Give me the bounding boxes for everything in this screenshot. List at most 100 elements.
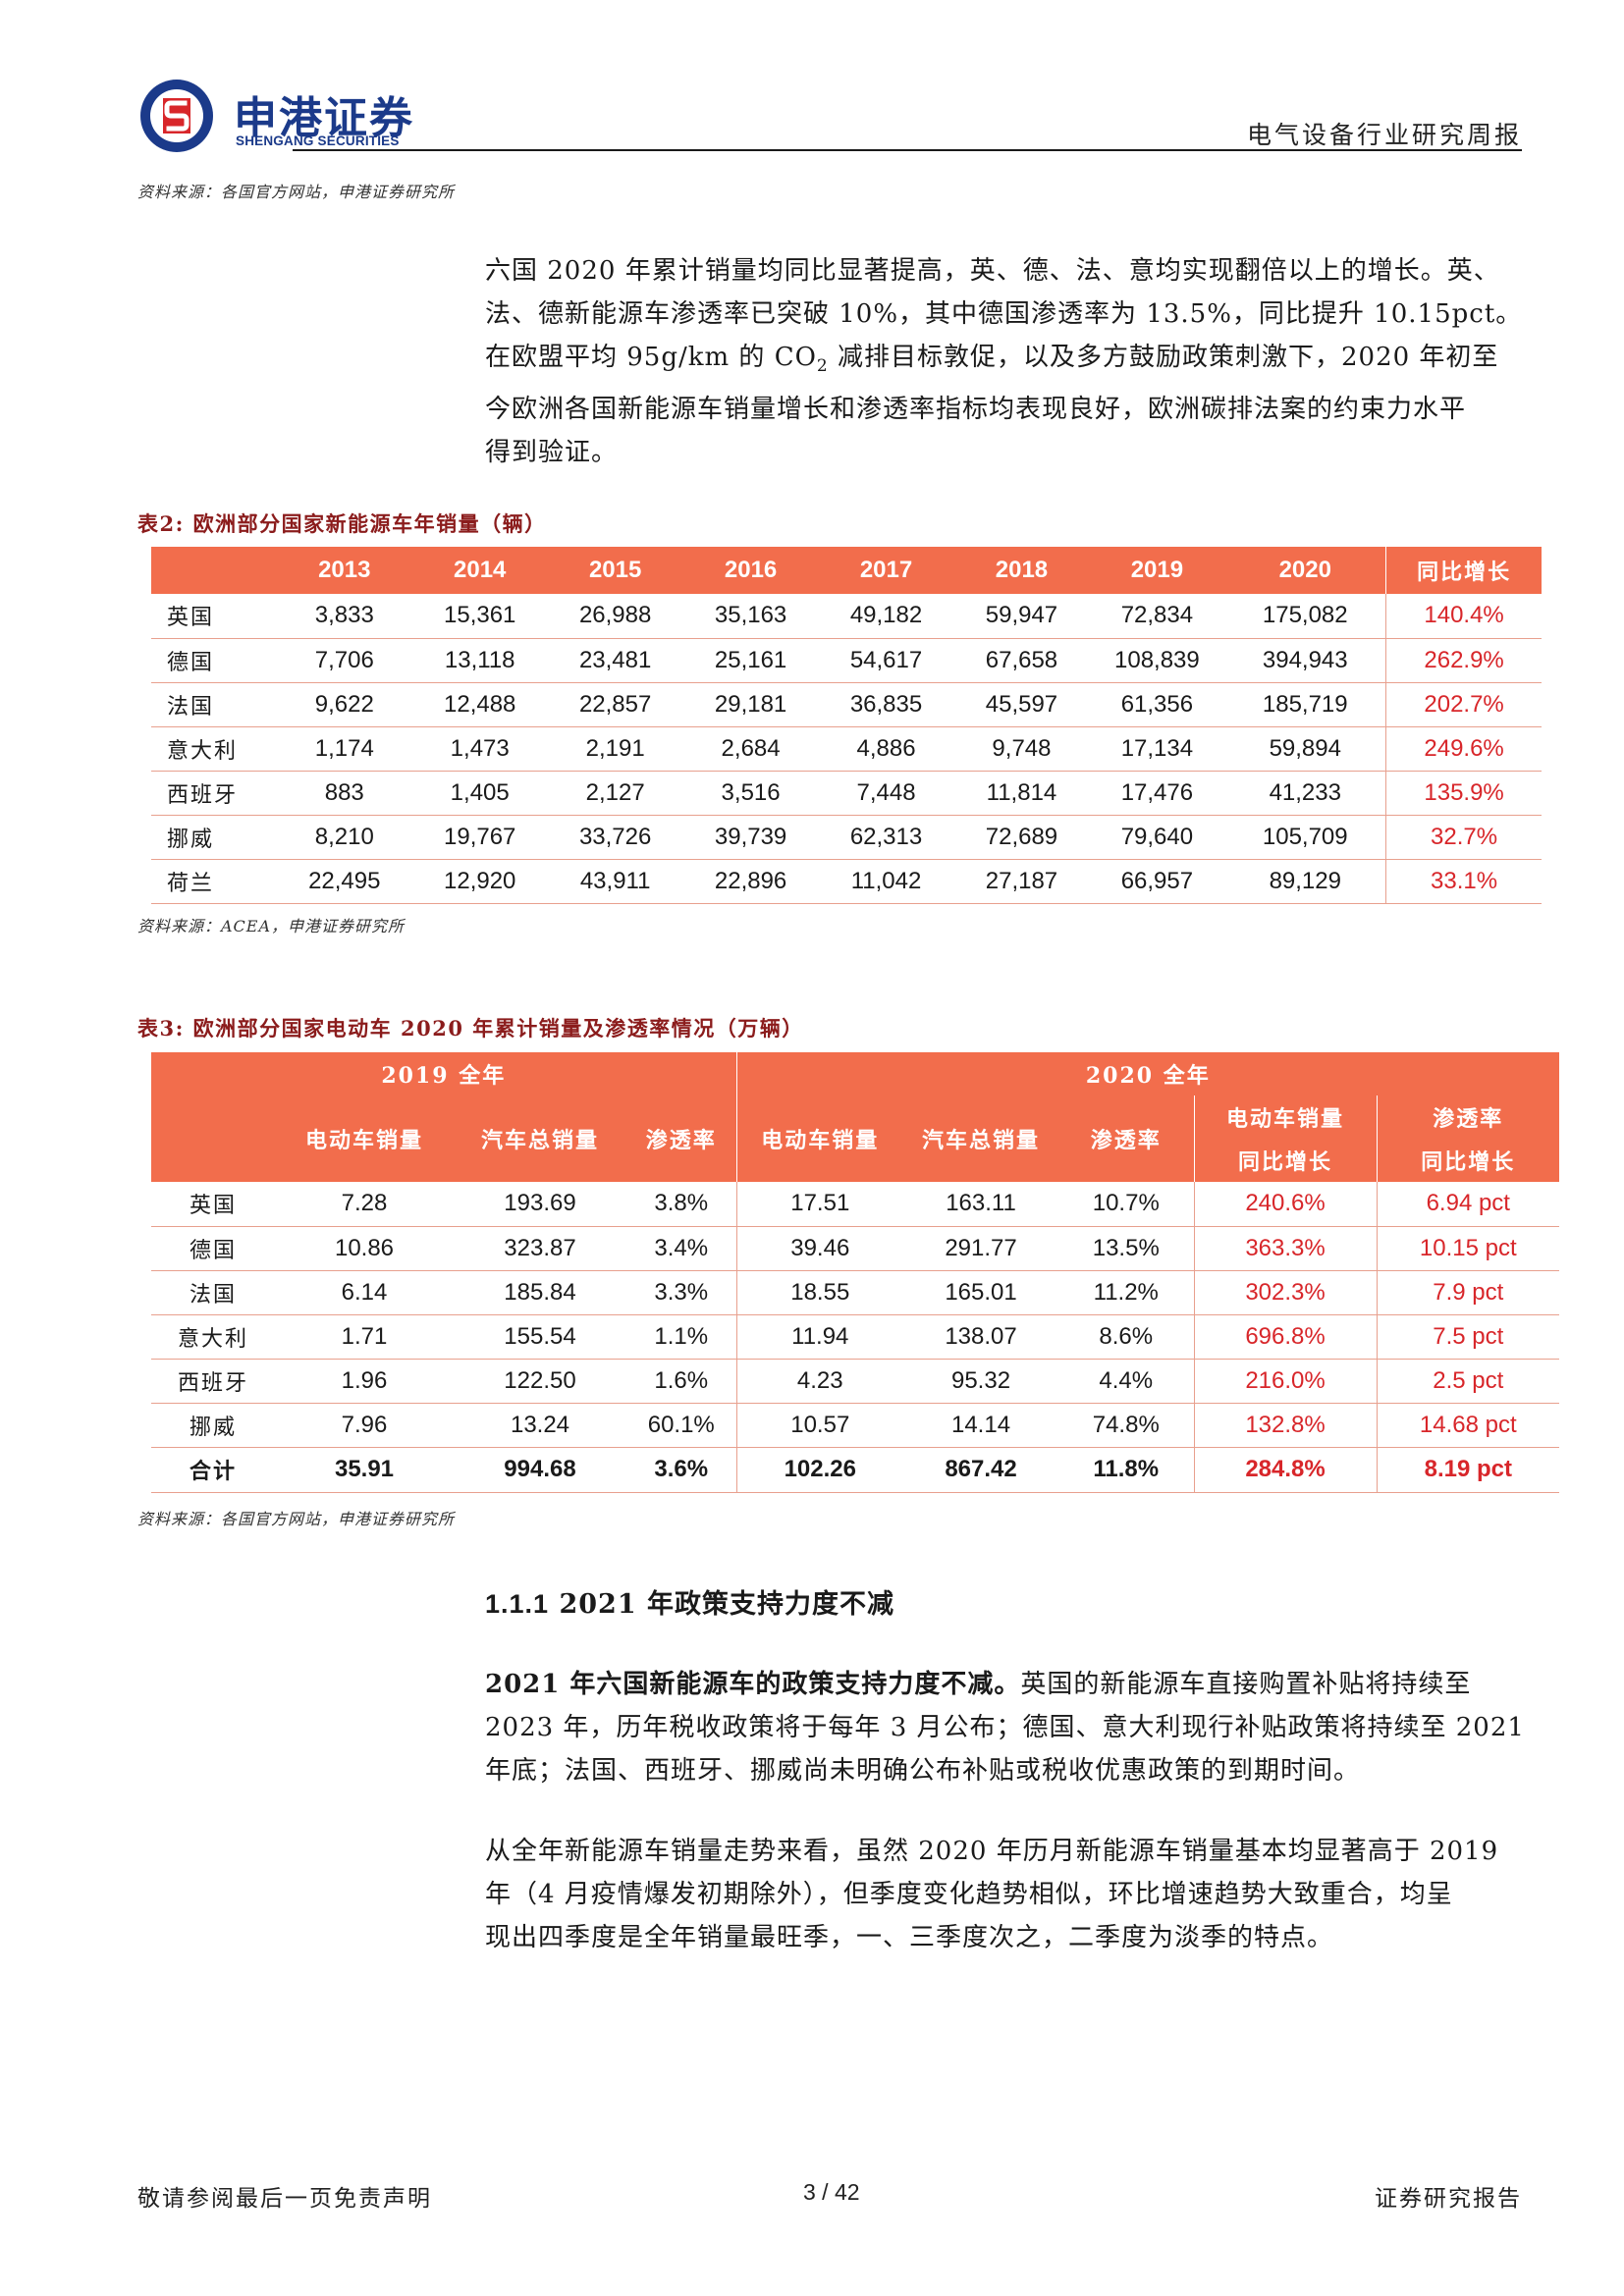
table2-title: 表2: 欧洲部分国家新能源车年销量（辆） bbox=[137, 511, 547, 536]
cell: 61,356 bbox=[1089, 682, 1225, 727]
cell: 10.7% bbox=[1058, 1182, 1195, 1227]
cell: 39.46 bbox=[735, 1226, 904, 1271]
table3-col-header: 汽车总销量 bbox=[903, 1095, 1059, 1182]
brand-name: 申港证券 bbox=[234, 93, 414, 143]
row-country: 法国 bbox=[151, 1270, 275, 1315]
cell: 1.71 bbox=[275, 1314, 454, 1360]
cell: 43,911 bbox=[547, 859, 683, 904]
ev-growth-cell: 216.0% bbox=[1193, 1359, 1378, 1404]
table3-col-header-ev-growth-1: 电动车销量 bbox=[1193, 1095, 1378, 1139]
cell: 8,210 bbox=[276, 815, 412, 860]
table3: 2019 全年 2020 全年 电动车销量 汽车总销量 渗透率 电动车销量 汽车… bbox=[151, 1052, 1560, 1493]
row-country: 挪威 bbox=[151, 1403, 275, 1448]
header-divider bbox=[293, 149, 1522, 151]
cell: 1,174 bbox=[276, 726, 412, 772]
cell: 291.77 bbox=[903, 1226, 1059, 1271]
table2-col-header: 2015 bbox=[547, 547, 683, 594]
row-country: 合计 bbox=[151, 1447, 275, 1493]
cell: 3.3% bbox=[626, 1270, 737, 1315]
table2-col-header: 2020 bbox=[1224, 547, 1386, 594]
cell: 1,405 bbox=[411, 771, 548, 816]
cell: 323.87 bbox=[454, 1226, 626, 1271]
cell: 25,161 bbox=[682, 638, 819, 683]
table3-group-2020: 2020 全年 bbox=[735, 1052, 1560, 1095]
cell: 163.11 bbox=[903, 1182, 1059, 1227]
ev-growth-cell: 302.3% bbox=[1193, 1270, 1378, 1315]
cell: 193.69 bbox=[454, 1182, 626, 1227]
table3-source-note: 资料来源：各国官方网站，申港证券研究所 bbox=[137, 1510, 456, 1528]
cell: 45,597 bbox=[953, 682, 1090, 727]
cell: 23,481 bbox=[547, 638, 683, 683]
cell: 165.01 bbox=[903, 1270, 1059, 1315]
table2-header-blank bbox=[151, 547, 277, 594]
table3-col-header: 渗透率 bbox=[1058, 1095, 1195, 1182]
footer-report-label: 证券研究报告 bbox=[1375, 2186, 1522, 2212]
shengang-logo-icon bbox=[140, 80, 213, 152]
table3-col-header: 电动车销量 bbox=[735, 1095, 904, 1182]
para-line: 得到验证。 bbox=[485, 438, 619, 468]
cell: 26,988 bbox=[547, 594, 683, 639]
cell: 18.55 bbox=[735, 1270, 904, 1315]
cell: 60.1% bbox=[626, 1403, 737, 1448]
row-country: 意大利 bbox=[151, 1314, 275, 1360]
para-line: 六国 2020 年累计销量均同比显著提高，英、德、法、意均实现翻倍以上的增长。英… bbox=[485, 256, 1500, 286]
top-source-note: 资料来源：各国官方网站，申港证券研究所 bbox=[137, 183, 456, 201]
section-number: 1.1.1 bbox=[485, 1589, 550, 1619]
cell: 59,894 bbox=[1224, 726, 1386, 772]
cell: 102.26 bbox=[735, 1447, 904, 1493]
cell: 867.42 bbox=[903, 1447, 1059, 1493]
para-line: 年（4 月疫情爆发初期除外），但季度变化趋势相似，环比增速趋势大致重合，均呈 bbox=[485, 1880, 1453, 1909]
cell: 17,134 bbox=[1089, 726, 1225, 772]
table-row: 英国 7.28 193.69 3.8% 17.51 163.11 10.7% 2… bbox=[151, 1182, 1560, 1227]
cell: 27,187 bbox=[953, 859, 1090, 904]
cell: 994.68 bbox=[454, 1447, 626, 1493]
cell: 10.86 bbox=[275, 1226, 454, 1271]
cell: 66,957 bbox=[1089, 859, 1225, 904]
paragraph-intro: 六国 2020 年累计销量均同比显著提高，英、德、法、意均实现翻倍以上的增长。英… bbox=[485, 249, 1528, 474]
table3-col-header-pen-growth-2: 同比增长 bbox=[1376, 1139, 1560, 1182]
para-line: 2021 年六国新能源车的政策支持力度不减。英国的新能源车直接购置补贴将持续至 bbox=[485, 1663, 1528, 1706]
cell: 19,767 bbox=[411, 815, 548, 860]
cell: 13.5% bbox=[1058, 1226, 1195, 1271]
section-heading: 1.1.1 2021 年政策支持力度不减 bbox=[485, 1582, 894, 1621]
cell: 13,118 bbox=[411, 638, 548, 683]
table-row: 德国 7,706 13,118 23,481 25,161 54,617 67,… bbox=[151, 638, 1542, 683]
table2-source-note: 资料来源：ACEA，申港证券研究所 bbox=[137, 917, 406, 935]
cell: 41,233 bbox=[1224, 771, 1386, 816]
cell: 138.07 bbox=[903, 1314, 1059, 1360]
pen-growth-cell: 8.19 pct bbox=[1376, 1447, 1560, 1493]
cell: 3,833 bbox=[276, 594, 412, 639]
cell: 8.6% bbox=[1058, 1314, 1195, 1360]
cell: 883 bbox=[276, 771, 412, 816]
cell: 33,726 bbox=[547, 815, 683, 860]
cell: 11.94 bbox=[735, 1314, 904, 1360]
report-type: 电气设备行业研究周报 bbox=[1246, 121, 1522, 149]
cell: 1,473 bbox=[411, 726, 548, 772]
cell: 7,706 bbox=[276, 638, 412, 683]
cell: 394,943 bbox=[1224, 638, 1386, 683]
ev-growth-cell: 284.8% bbox=[1193, 1447, 1378, 1493]
cell: 1.1% bbox=[626, 1314, 737, 1360]
growth-cell: 135.9% bbox=[1385, 771, 1542, 816]
table2-col-header: 2016 bbox=[682, 547, 819, 594]
page-number: 3 / 42 bbox=[803, 2179, 860, 2205]
para-line: 年底；法国、西班牙、挪威尚未明确公布补贴或税收优惠政策的到期时间。 bbox=[485, 1756, 1361, 1786]
paragraph-trend: 从全年新能源车销量走势来看，虽然 2020 年历月新能源车销量基本均显著高于 2… bbox=[485, 1830, 1528, 1959]
cell: 11,814 bbox=[953, 771, 1090, 816]
cell: 15,361 bbox=[411, 594, 548, 639]
pen-growth-cell: 7.9 pct bbox=[1376, 1270, 1560, 1315]
cell: 155.54 bbox=[454, 1314, 626, 1360]
cell: 39,739 bbox=[682, 815, 819, 860]
table3-header-row: 电动车销量 汽车总销量 渗透率 电动车销量 汽车总销量 渗透率 电动车销量 渗透… bbox=[151, 1095, 1560, 1182]
cell: 72,689 bbox=[953, 815, 1090, 860]
cell: 3.8% bbox=[626, 1182, 737, 1227]
brand-name-en: SHENGANG SECURITIES bbox=[236, 133, 400, 148]
table2-col-header: 2019 bbox=[1089, 547, 1225, 594]
table3-col-header: 渗透率 bbox=[626, 1095, 737, 1182]
para-line: 2023 年，历年税收政策将于每年 3 月公布；德国、意大利现行补贴政策将持续至… bbox=[485, 1713, 1525, 1742]
cell: 35.91 bbox=[275, 1447, 454, 1493]
growth-cell: 262.9% bbox=[1385, 638, 1542, 683]
cell: 10.57 bbox=[735, 1403, 904, 1448]
table3-header-row-2: 同比增长 同比增长 bbox=[151, 1139, 1560, 1182]
growth-cell: 202.7% bbox=[1385, 682, 1542, 727]
